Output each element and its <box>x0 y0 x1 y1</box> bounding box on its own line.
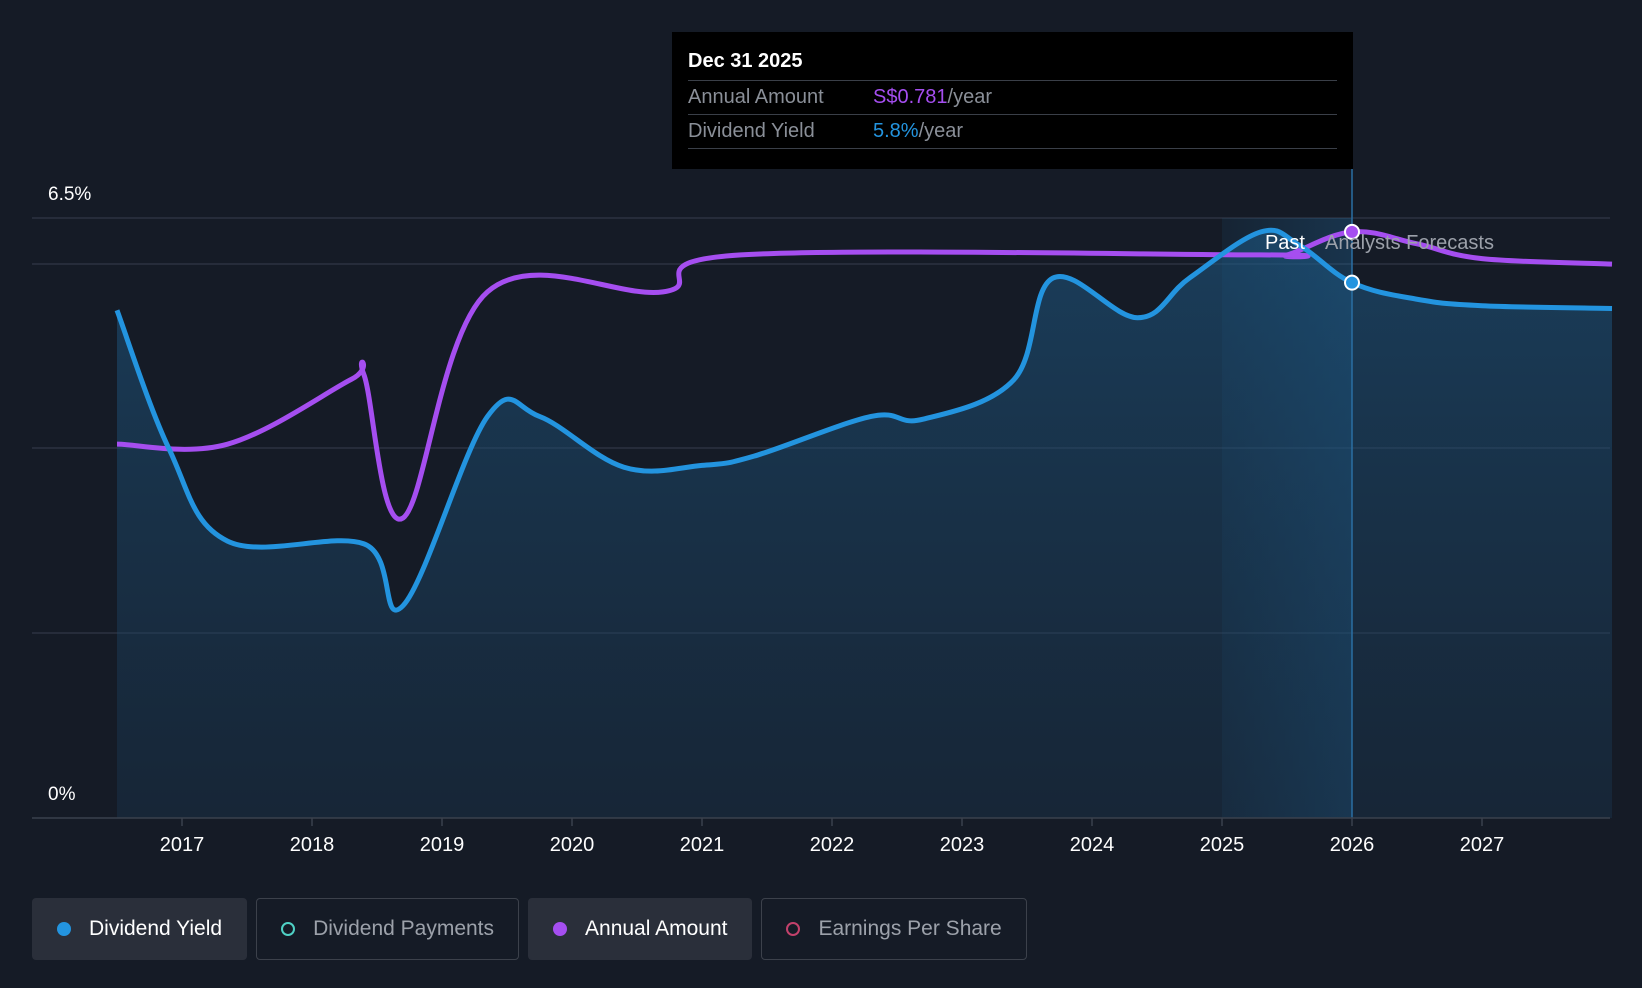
tooltip-label: Annual Amount <box>688 86 824 108</box>
legend-item-dividend-payments[interactable]: Dividend Payments <box>256 898 520 960</box>
annual-amount-marker <box>1344 223 1360 240</box>
tooltip-row-dividend-yield: Dividend Yield 5.8% /year <box>688 114 1337 149</box>
x-tick-label: 2025 <box>1200 834 1245 856</box>
tooltip-label: Dividend Yield <box>688 120 815 142</box>
y-axis-top-label: 6.5% <box>48 184 91 205</box>
dividend-yield-line <box>114 227 1613 613</box>
legend-dot-icon <box>786 922 801 936</box>
tooltip-value: 5.8% <box>873 120 919 142</box>
dividend-yield-marker <box>1344 274 1360 291</box>
legend-label: Earnings Per Share <box>818 917 1002 940</box>
y-axis-bottom-label: 0% <box>48 784 76 805</box>
x-tick-label: 2027 <box>1460 834 1505 856</box>
past-label: Past <box>1265 232 1305 254</box>
x-tick-label: 2023 <box>940 834 985 856</box>
x-tick-label: 2018 <box>290 834 335 856</box>
chart-legend: Dividend Yield Dividend Payments Annual … <box>32 898 1027 960</box>
dividend-yield-area <box>117 230 1612 818</box>
legend-item-dividend-yield[interactable]: Dividend Yield <box>32 898 248 960</box>
tooltip-row-annual-amount: Annual Amount S$0.781 /year <box>688 80 1337 114</box>
legend-dot-icon <box>553 922 568 936</box>
x-tick-label: 2024 <box>1070 834 1115 856</box>
x-axis: 2017 2018 2019 2020 2021 2022 2023 2024 2025 2026… <box>32 817 1610 856</box>
x-tick-label: 2021 <box>680 834 725 856</box>
x-tick-label: 2026 <box>1330 834 1375 856</box>
legend-item-earnings-per-share[interactable]: Earnings Per Share <box>761 898 1027 960</box>
legend-item-annual-amount[interactable]: Annual Amount <box>528 898 753 960</box>
annual-amount-line <box>116 229 1613 522</box>
legend-label: Dividend Payments <box>313 917 495 940</box>
chart-tooltip: Dec 31 2025 Annual Amount S$0.781 /year … <box>672 32 1353 169</box>
tooltip-value: S$0.781 <box>873 86 948 108</box>
legend-dot-icon <box>57 922 71 936</box>
x-tick-label: 2019 <box>420 834 465 856</box>
legend-dot-icon <box>281 922 296 936</box>
x-tick-label: 2017 <box>160 834 205 856</box>
legend-label: Dividend Yield <box>89 917 223 940</box>
tooltip-date: Dec 31 2025 <box>688 50 803 72</box>
tooltip-unit: /year <box>947 86 992 108</box>
dividend-chart: Past Analysts Forecasts 6.5% 0% 2017 2018… <box>32 168 1613 856</box>
forecast-label: Analysts Forecasts <box>1325 232 1494 254</box>
tooltip-unit: /year <box>918 120 964 142</box>
legend-label: Annual Amount <box>585 917 728 940</box>
x-tick-label: 2022 <box>810 834 855 856</box>
x-tick-label: 2020 <box>550 834 595 856</box>
